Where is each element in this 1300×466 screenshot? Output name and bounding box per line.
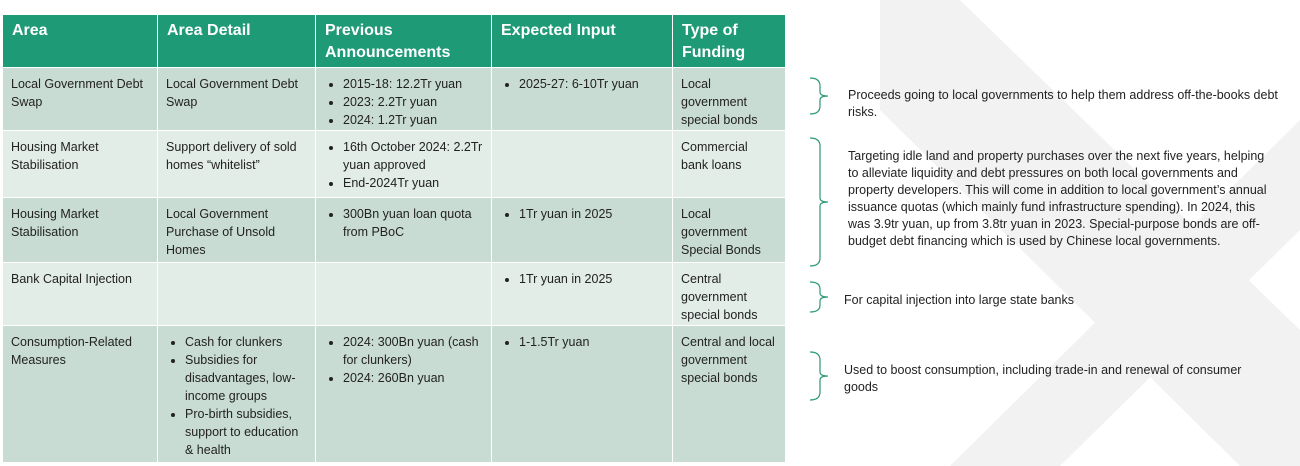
- table-cell: Central and local government special bon…: [673, 326, 786, 463]
- table-cell: Local government special bonds: [673, 68, 786, 131]
- bullet-list: 16th October 2024: 2.2Tr yuan approvedEn…: [324, 138, 483, 192]
- table-cell: Housing Market Stabilisation: [3, 198, 158, 263]
- bullet-list: 2025-27: 6-10Tr yuan: [500, 75, 664, 93]
- table-cell: Commercial bank loans: [673, 131, 786, 198]
- table-cell: Support delivery of sold homes “whitelis…: [158, 131, 316, 198]
- bullet-item: 2024: 1.2Tr yuan: [343, 111, 483, 129]
- annotation: Used to boost consumption, including tra…: [844, 363, 1242, 394]
- table-cell: Local government Special Bonds: [673, 198, 786, 263]
- bullet-item: 2024: 260Bn yuan: [343, 369, 483, 387]
- bullet-item: 1Tr yuan in 2025: [519, 205, 664, 223]
- table-cell: Bank Capital Injection: [3, 263, 158, 326]
- table-cell: 16th October 2024: 2.2Tr yuan approvedEn…: [316, 131, 492, 198]
- table-cell: 2025-27: 6-10Tr yuan: [492, 68, 673, 131]
- bullet-item: 2024: 300Bn yuan (cash for clunkers): [343, 333, 483, 369]
- header-cell: Previous Announcements: [316, 15, 492, 68]
- bullet-list: Cash for clunkersSubsidies for disadvant…: [166, 333, 307, 459]
- table-cell: 1Tr yuan in 2025: [492, 263, 673, 326]
- annotation: For capital injection into large state b…: [844, 293, 1074, 307]
- bullet-item: 300Bn yuan loan quota from PBoC: [343, 205, 483, 241]
- bullet-item: 2015-18: 12.2Tr yuan: [343, 75, 483, 93]
- table-cell: Local Government Purchase of Unsold Home…: [158, 198, 316, 263]
- bullet-list: 2024: 300Bn yuan (cash for clunkers)2024…: [324, 333, 483, 387]
- bullet-item: End-2024Tr yuan: [343, 174, 483, 192]
- table-cell: Consumption-Related Measures: [3, 326, 158, 463]
- bullet-item: Cash for clunkers: [185, 333, 307, 351]
- annotation: Proceeds going to local governments to h…: [848, 88, 1278, 119]
- bullet-item: Pro-birth subsidies, support to educatio…: [185, 405, 307, 459]
- table-cell: 1-1.5Tr yuan: [492, 326, 673, 463]
- bullet-item: Subsidies for disadvantages, low-income …: [185, 351, 307, 405]
- table-cell: [158, 263, 316, 326]
- table-cell: 300Bn yuan loan quota from PBoC: [316, 198, 492, 263]
- table-cell: Central government special bonds: [673, 263, 786, 326]
- bullet-item: 2023: 2.2Tr yuan: [343, 93, 483, 111]
- bullet-item: 16th October 2024: 2.2Tr yuan approved: [343, 138, 483, 174]
- header-cell: Type of Funding: [673, 15, 786, 68]
- table-cell: [492, 131, 673, 198]
- table-cell: [316, 263, 492, 326]
- bullet-list: 1Tr yuan in 2025: [500, 270, 664, 288]
- bullet-list: 2015-18: 12.2Tr yuan2023: 2.2Tr yuan2024…: [324, 75, 483, 129]
- bullet-list: 1-1.5Tr yuan: [500, 333, 664, 351]
- table-cell: Local Government Debt Swap: [3, 68, 158, 131]
- bullet-item: 2025-27: 6-10Tr yuan: [519, 75, 664, 93]
- table-cell: Cash for clunkersSubsidies for disadvant…: [158, 326, 316, 463]
- header-cell: Expected Input: [492, 15, 673, 68]
- table-cell: 1Tr yuan in 2025: [492, 198, 673, 263]
- table-cell: Housing Market Stabilisation: [3, 131, 158, 198]
- bullet-item: 1-1.5Tr yuan: [519, 333, 664, 351]
- bullet-list: 1Tr yuan in 2025: [500, 205, 664, 223]
- table-cell: Local Government Debt Swap: [158, 68, 316, 131]
- header-cell: Area: [3, 15, 158, 68]
- braces: [809, 77, 829, 401]
- table-cell: 2015-18: 12.2Tr yuan2023: 2.2Tr yuan2024…: [316, 68, 492, 131]
- header-cell: Area Detail: [158, 15, 316, 68]
- table-cell: 2024: 300Bn yuan (cash for clunkers)2024…: [316, 326, 492, 463]
- bullet-list: 300Bn yuan loan quota from PBoC: [324, 205, 483, 241]
- annotation: Targeting idle land and property purchas…: [848, 149, 1267, 248]
- bullet-item: 1Tr yuan in 2025: [519, 270, 664, 288]
